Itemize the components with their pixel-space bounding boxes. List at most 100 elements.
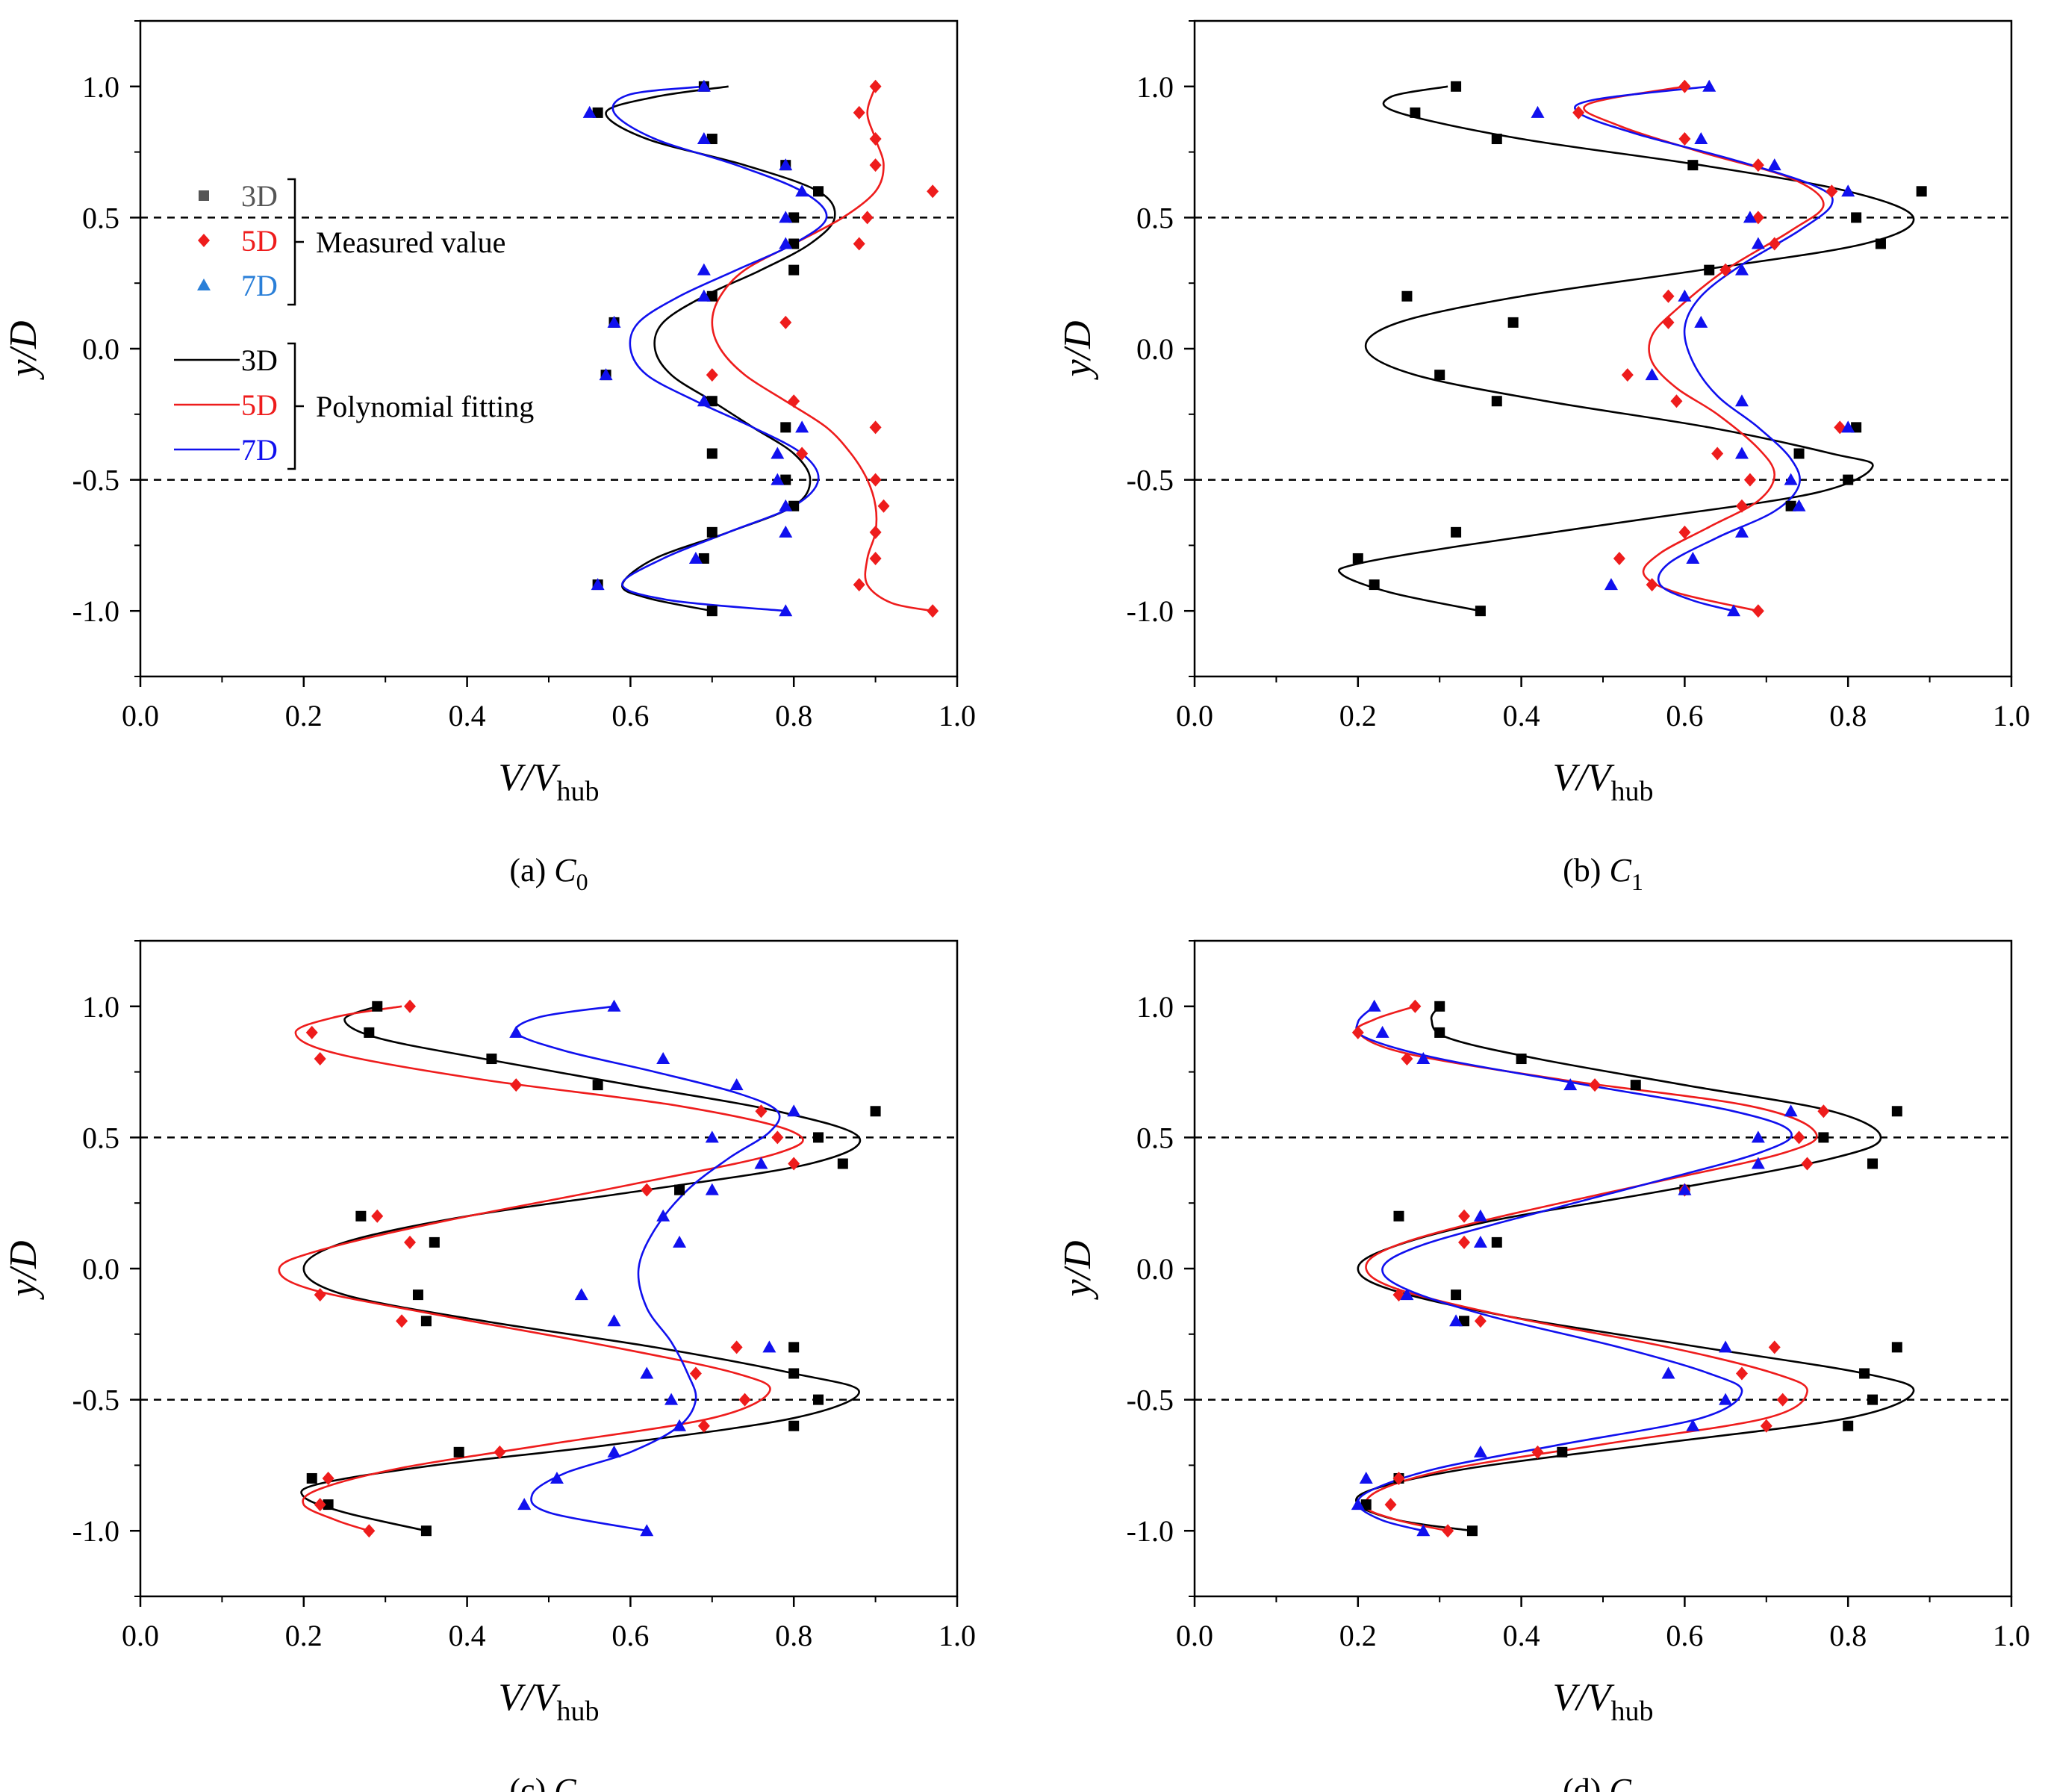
data-point-7D: [705, 1130, 719, 1143]
x-tick-label: 0.0: [122, 699, 159, 732]
data-point-3D: [1352, 553, 1363, 564]
data-point-7D: [656, 1209, 670, 1222]
data-point-5D: [869, 473, 882, 487]
chart-panel-0: 0.0 0.2 0.4 0.6 0.8 1.0 -1.0 -0.5 0.0 0.5 1.0 V/Vhu…: [2, 19, 976, 895]
y-tick-label: -0.5: [72, 1384, 119, 1417]
data-point-3D: [1466, 1525, 1478, 1537]
y-axis-label: y/D: [2, 1240, 45, 1300]
legend-fit-label-3D: 3D: [241, 343, 278, 377]
x-axis-label: V/Vhub: [499, 756, 600, 807]
x-tick-label: 0.0: [122, 1619, 159, 1652]
y-axis-label: y/D: [1056, 320, 1099, 380]
data-point-7D: [1792, 499, 1806, 511]
data-point-5D: [1662, 315, 1675, 329]
fit-curve-5D: [711, 86, 933, 612]
data-point-3D: [1410, 107, 1421, 118]
data-point-7D: [1563, 1078, 1578, 1091]
chart-panel-3: 0.0 0.2 0.4 0.6 0.8 1.0 -1.0 -0.5 0.0 0.5 1.0 V/Vhu…: [1056, 939, 2030, 1792]
fit-curve-3D: [300, 1005, 862, 1532]
panel-caption-var: C: [1609, 852, 1631, 889]
data-point-3D: [870, 1106, 881, 1117]
data-point-3D: [1491, 1236, 1502, 1248]
data-point-7D: [1841, 420, 1855, 433]
data-point-3D: [306, 1472, 317, 1484]
fit-curve-7D: [1355, 1005, 1793, 1532]
panel-caption-sub: 0: [576, 868, 588, 895]
data-point-5D: [1474, 1314, 1487, 1328]
panel-caption-var: C: [1609, 1772, 1631, 1792]
y-tick-label: -1.0: [72, 594, 119, 628]
data-point-3D: [706, 606, 718, 617]
x-tick-label: 0.4: [449, 1619, 486, 1652]
chart-panel-2: 0.0 0.2 0.4 0.6 0.8 1.0 -1.0 -0.5 0.0 0.5 1.0 V/Vhu…: [2, 939, 976, 1792]
data-point-7D: [1359, 1471, 1373, 1484]
data-point-5D: [1442, 1524, 1454, 1538]
data-point-3D: [788, 500, 800, 511]
data-point-5D: [869, 132, 882, 146]
data-point-5D: [1613, 551, 1625, 565]
data-point-5D: [1531, 1445, 1544, 1459]
data-point-5D: [1678, 525, 1691, 539]
data-point-3D: [788, 1342, 800, 1353]
fit-curve-3D: [1338, 85, 1915, 612]
data-point-7D: [1473, 1445, 1487, 1457]
data-point-7D: [771, 447, 785, 459]
y-tick-label: 1.0: [82, 70, 119, 104]
y-tick-label: 0.5: [1136, 1121, 1174, 1154]
x-tick-label: 1.0: [939, 1619, 976, 1652]
data-point-7D: [1767, 158, 1781, 171]
data-point-3D: [1491, 396, 1502, 407]
data-point-5D: [706, 368, 718, 382]
data-point-7D: [607, 1314, 621, 1327]
data-point-3D: [486, 1054, 497, 1065]
legend-marker-3D: [199, 190, 209, 201]
fit-curve-7D: [611, 85, 828, 612]
data-point-3D: [1793, 448, 1805, 459]
data-point-7D: [1604, 578, 1618, 591]
data-point-7D: [779, 499, 793, 511]
fit-curve-7D: [514, 1005, 781, 1532]
data-point-7D: [1734, 394, 1749, 407]
data-point-3D: [780, 474, 791, 485]
x-tick-label: 0.4: [1503, 699, 1540, 732]
data-point-3D: [1507, 317, 1519, 328]
data-point-3D: [780, 422, 791, 433]
data-point-7D: [1751, 237, 1765, 249]
x-tick-label: 0.8: [775, 1619, 812, 1652]
y-tick-label: -1.0: [1127, 1514, 1174, 1548]
x-tick-label: 0.2: [285, 1619, 323, 1652]
data-point-3D: [788, 212, 800, 223]
data-point-3D: [1434, 370, 1445, 381]
data-point-3D: [1451, 1289, 1462, 1301]
data-point-3D: [1369, 579, 1380, 591]
y-tick-label: 0.0: [82, 332, 119, 366]
data-point-3D: [420, 1525, 432, 1537]
data-point-5D: [1678, 132, 1691, 146]
data-point-3D: [364, 1027, 375, 1038]
data-point-5D: [1735, 1366, 1748, 1381]
data-point-5D: [869, 420, 882, 435]
panel-caption-var: C: [554, 1772, 576, 1792]
data-point-7D: [1734, 447, 1749, 459]
x-tick-label: 0.0: [1176, 699, 1213, 732]
data-point-5D: [771, 1130, 784, 1145]
data-point-3D: [837, 1158, 848, 1169]
data-point-5D: [396, 1314, 408, 1328]
data-point-7D: [729, 1078, 744, 1091]
data-point-7D: [1751, 1157, 1765, 1169]
legend-label-5D: 5D: [241, 224, 278, 258]
panel-caption-var: C: [554, 852, 576, 889]
data-point-3D: [1867, 1394, 1879, 1405]
data-point-3D: [1516, 1054, 1527, 1065]
data-point-3D: [706, 396, 718, 407]
y-tick-label: 0.5: [1136, 201, 1174, 234]
data-point-5D: [927, 604, 939, 618]
y-tick-label: -0.5: [72, 464, 119, 497]
y-tick-label: -1.0: [72, 1514, 119, 1548]
data-point-7D: [787, 1104, 801, 1117]
data-point-5D: [510, 1078, 523, 1092]
data-point-7D: [1784, 473, 1798, 485]
legend-bracket-fitting: [287, 342, 304, 470]
chart-panel-1: 0.0 0.2 0.4 0.6 0.8 1.0 -1.0 -0.5 0.0 0.5 1.0 V/Vhu…: [1056, 19, 2030, 895]
data-point-5D: [1384, 1498, 1397, 1512]
